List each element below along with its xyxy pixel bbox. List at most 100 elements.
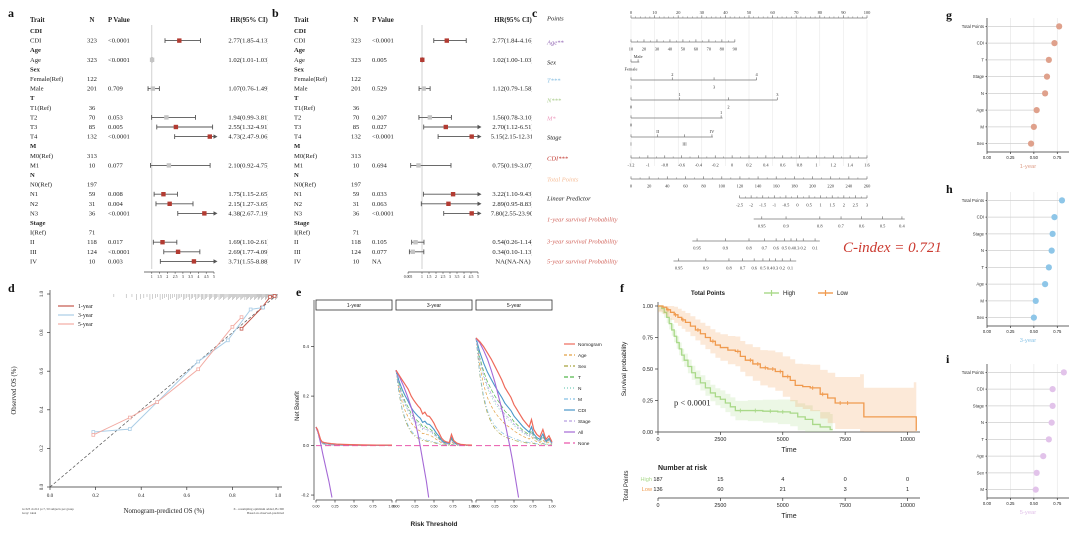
row-trait: CDI	[30, 38, 41, 45]
row-hr-ci: 1.75(1.15-2.65)	[228, 191, 268, 198]
calibration-marker	[268, 295, 272, 299]
row-n: 313	[87, 153, 98, 160]
tick-label: 0	[630, 105, 633, 110]
col-header-n: N	[354, 17, 359, 24]
row-hr-ci: 2.89(0.95-8.83)	[492, 201, 532, 208]
ci-arrow	[477, 134, 482, 139]
tick-label: -0.4	[695, 163, 703, 168]
lollipop-dot	[1032, 486, 1039, 493]
row-hr-ci: 0.34(0.10-1.13)	[492, 249, 532, 256]
tick-label: 0.5	[806, 203, 812, 208]
row-trait: Male	[294, 86, 308, 93]
tick-label: 0	[630, 10, 633, 15]
category-label: Age	[976, 454, 984, 459]
group-label: Age	[30, 47, 41, 54]
hr-marker	[164, 115, 169, 120]
panel-letter-g: g	[946, 8, 952, 22]
facet-strip	[475, 299, 553, 311]
row-trait: IV	[30, 258, 37, 265]
x-tick-label: 1.00	[549, 505, 556, 509]
importance-plot-1-year: Total Points CDI T Stage N Age M Sex 0.00 0.25 0.5…	[945, 6, 1078, 185]
y-tick-label: 0.00	[643, 430, 654, 436]
tick-label: 0.7	[838, 224, 844, 229]
row-hr-ci: 1.94(0.99-3.81)	[228, 114, 268, 121]
col-header-pvalue: P Value	[108, 17, 130, 24]
pvalue-label: p < 0.0001	[674, 398, 711, 408]
tick-label: -2	[749, 203, 753, 208]
tick-label: 10	[652, 10, 657, 15]
hr-marker	[469, 211, 474, 216]
row-n: 71	[353, 230, 360, 237]
nomogram-row-label: Stage	[547, 134, 562, 141]
dca-curve-All	[475, 337, 520, 498]
calibration-marker	[91, 433, 96, 437]
forest-plot-multivariate: Trait N P Value HR(95% CI) CDI CDI 323 <0.0001 2…	[292, 12, 535, 285]
tick-label: 2	[727, 105, 729, 110]
x-axis-title: Nomogram-predicted OS (%)	[124, 508, 205, 515]
y-tick-label: 0.4	[303, 344, 310, 349]
risk-count: 60	[717, 487, 723, 493]
tick-label: 0.6	[751, 266, 757, 271]
ci-arrow	[477, 192, 482, 197]
facet-strip-label: 1-year	[347, 303, 362, 309]
row-pvalue: <0.0001	[108, 210, 130, 217]
calibration-5-year	[93, 316, 242, 436]
row-trait: N3	[30, 210, 39, 217]
ci-arrow	[213, 134, 218, 139]
lollipop-dot	[1033, 107, 1040, 114]
row-n: 124	[87, 249, 98, 256]
tick-label: 260	[864, 184, 871, 189]
row-hr-ci: 1.12(0.79-1.58)	[492, 86, 532, 93]
tick-label: 140	[755, 184, 762, 189]
forest-chart: Trait N P Value HR(95% CI) CDI CDI 323 <0.0001 2…	[294, 17, 535, 279]
dca-curve-Nomogram	[315, 426, 392, 446]
category-label: Total Points	[962, 24, 984, 29]
hr-marker	[469, 134, 474, 139]
lollipop-dot	[1045, 436, 1052, 443]
group-label: N	[30, 172, 35, 179]
tick-label: 0.6	[780, 163, 786, 168]
x-tick-label: 0.25	[1006, 501, 1015, 506]
x-tick-label: 0.25	[412, 505, 419, 509]
col-header-trait: Trait	[294, 17, 309, 24]
row-n: 10	[353, 258, 360, 265]
category-label: Sex	[977, 315, 985, 320]
hr-marker	[416, 163, 421, 168]
row-n: 201	[87, 86, 97, 93]
category-label: CDI	[977, 387, 984, 392]
row-pvalue: 0.005	[108, 124, 124, 131]
risk-count: 187	[653, 477, 662, 483]
dca-curve-M	[395, 370, 473, 446]
dca-curve-Nomogram	[395, 369, 473, 446]
axis-tick-label: 4	[197, 275, 199, 279]
row-hr-ci: 3.22(1.10-9.43)	[492, 191, 532, 198]
footnote-right: Based on observed-predicted	[247, 511, 284, 515]
row-trait: N0(Ref)	[30, 182, 52, 189]
risk-x-tick-label: 7500	[839, 503, 851, 509]
col-header-pvalue: P Value	[372, 17, 394, 24]
x-tick-label: 0.00	[983, 329, 992, 334]
y-tick-label: 0.50	[643, 367, 654, 373]
row-hr-ci: 4.73(2.47-9.06)	[228, 134, 268, 141]
tick-label: 1.2	[831, 163, 837, 168]
x-tick-label: 0.50	[431, 505, 438, 509]
row-n: 122	[351, 76, 361, 83]
tick-label: 40	[665, 184, 670, 189]
tick-label: 0	[796, 203, 799, 208]
hr-marker	[410, 249, 415, 254]
risk-count: 21	[780, 487, 786, 493]
y-tick-label: 0.4	[39, 406, 45, 413]
row-pvalue: 0.694	[372, 162, 388, 169]
dca-curve-N	[395, 370, 473, 446]
lollipop-dot	[1049, 230, 1056, 237]
importance-chart: Total Points CDI T Stage N Age M Sex 0.00 0.25 0.5…	[962, 18, 1069, 170]
axis-tick-label: 4.5	[204, 275, 209, 279]
tick-label: 1	[679, 92, 681, 97]
axis-tick-label: 2.5	[441, 275, 446, 279]
hr-marker	[175, 249, 181, 254]
calibration-marker	[261, 305, 265, 310]
tick-label: 0.7	[762, 246, 768, 251]
row-pvalue: 0.207	[372, 114, 388, 121]
tick-label: 80	[701, 184, 706, 189]
axis-tick-label: 2	[166, 275, 168, 279]
